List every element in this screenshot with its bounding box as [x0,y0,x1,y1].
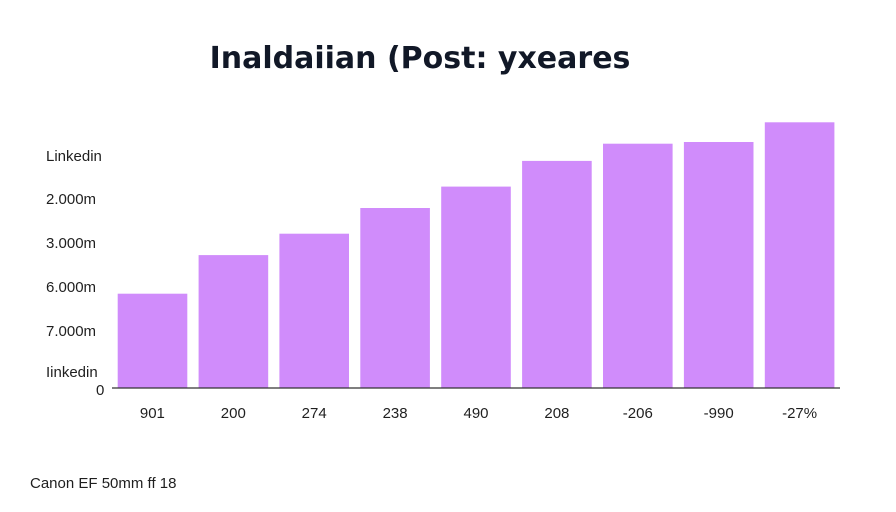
x-tick-label: 901 [140,405,165,422]
y-tick-label: 6.000m [46,279,96,296]
chart-title: Inaldaiian (Post: yxeares [210,41,631,76]
y-tick-label: Linkedin [46,148,102,165]
x-tick-label: 200 [221,405,246,422]
x-tick-label: 208 [544,405,569,422]
bar-2 [279,233,349,388]
x-tick-label: -206 [623,405,653,422]
x-tick-label: 238 [383,405,408,422]
bar-3 [360,208,430,388]
y-axis-tick-labels: Linkedin 2.000m 3.000m 6.000m 7.000m Iinkedin… [46,148,104,399]
y-tick-label: 7.000m [46,323,96,340]
footer-caption: Canon EF 50mm ff 18 [30,475,176,492]
bar-7 [683,142,754,388]
bar-1 [198,255,269,388]
bar-6 [603,143,673,388]
y-tick-label: 0 [96,382,104,399]
bars [117,122,835,389]
x-tick-label: 490 [463,405,488,422]
bar-0 [117,293,188,388]
bar-5 [522,160,592,388]
x-tick-label: -27% [782,405,817,422]
x-axis-tick-labels: 901 200 274 238 490 208 -206 -990 -27% [140,405,817,422]
y-tick-label: Iinkedin [46,364,98,381]
bar-8 [764,122,835,389]
y-tick-label: 2.000m [46,191,96,208]
bar-4 [441,186,511,388]
x-tick-label: 274 [302,405,327,422]
y-tick-label: 3.000m [46,235,96,252]
x-tick-label: -990 [704,405,734,422]
